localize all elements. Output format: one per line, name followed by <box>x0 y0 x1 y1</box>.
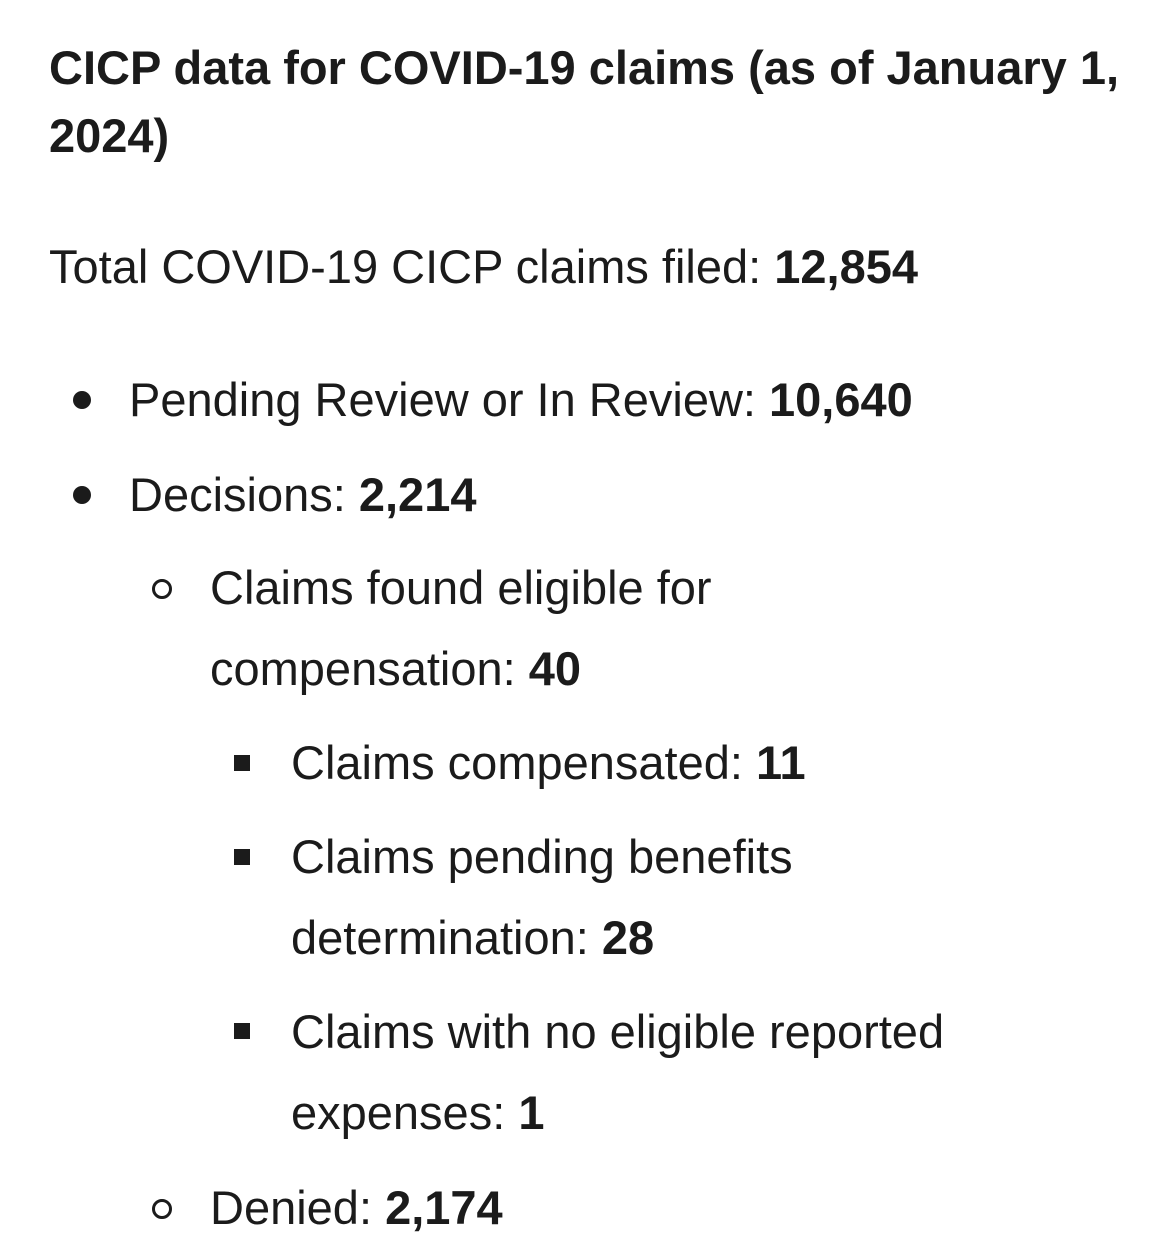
list-bullet-circle <box>152 1199 172 1219</box>
pending-benefits-value: 28 <box>601 911 655 964</box>
pending-benefits-label-line2: determination: <box>291 911 602 964</box>
list-item-pending-benefits-line2: determination: 28 <box>291 899 654 977</box>
list-bullet-disc <box>73 486 91 504</box>
decisions-label: Decisions: <box>129 468 359 521</box>
list-item-denied: Denied: 2,174 <box>210 1169 503 1247</box>
list-item-decisions: Decisions: 2,214 <box>129 456 476 534</box>
list-bullet-disc <box>73 391 91 409</box>
list-bullet-square <box>234 849 250 865</box>
pending-label: Pending Review or In Review: <box>129 373 770 426</box>
total-claims: Total COVID-19 CICP claims filed: 12,854 <box>49 233 918 301</box>
page-title: CICP data for COVID-19 claims (as of Jan… <box>49 41 1120 162</box>
no-expenses-label-line2: expenses: <box>291 1086 519 1139</box>
no-expenses-value: 1 <box>518 1086 545 1139</box>
compensated-label: Claims compensated: <box>291 736 756 789</box>
denied-label: Denied: <box>210 1181 386 1234</box>
total-claims-label: Total COVID-19 CICP claims filed: <box>49 240 775 293</box>
pending-value: 10,640 <box>769 373 913 426</box>
no-expenses-label-line1: Claims with no eligible reported <box>291 1005 945 1058</box>
decisions-value: 2,214 <box>358 468 477 521</box>
list-item-compensated: Claims compensated: 11 <box>291 724 806 802</box>
list-item-eligible-line1: Claims found eligible for <box>210 549 712 627</box>
eligible-label-line1: Claims found eligible for <box>210 561 712 614</box>
list-bullet-circle <box>152 579 172 599</box>
list-item-eligible-line2: compensation: 40 <box>210 630 581 708</box>
list-item-no-expenses-line1: Claims with no eligible reported <box>291 993 944 1071</box>
list-item-no-expenses-line2: expenses: 1 <box>291 1074 544 1152</box>
list-bullet-square <box>234 755 250 771</box>
list-item-pending-benefits-line1: Claims pending benefits <box>291 818 793 896</box>
total-claims-value: 12,854 <box>774 240 919 293</box>
list-bullet-square <box>234 1023 250 1039</box>
pending-benefits-label-line1: Claims pending benefits <box>291 830 793 883</box>
eligible-value: 40 <box>528 642 582 695</box>
compensated-value: 11 <box>755 736 806 789</box>
list-item-pending: Pending Review or In Review: 10,640 <box>129 361 913 439</box>
denied-value: 2,174 <box>385 1181 503 1234</box>
eligible-label-line2: compensation: <box>210 642 529 695</box>
